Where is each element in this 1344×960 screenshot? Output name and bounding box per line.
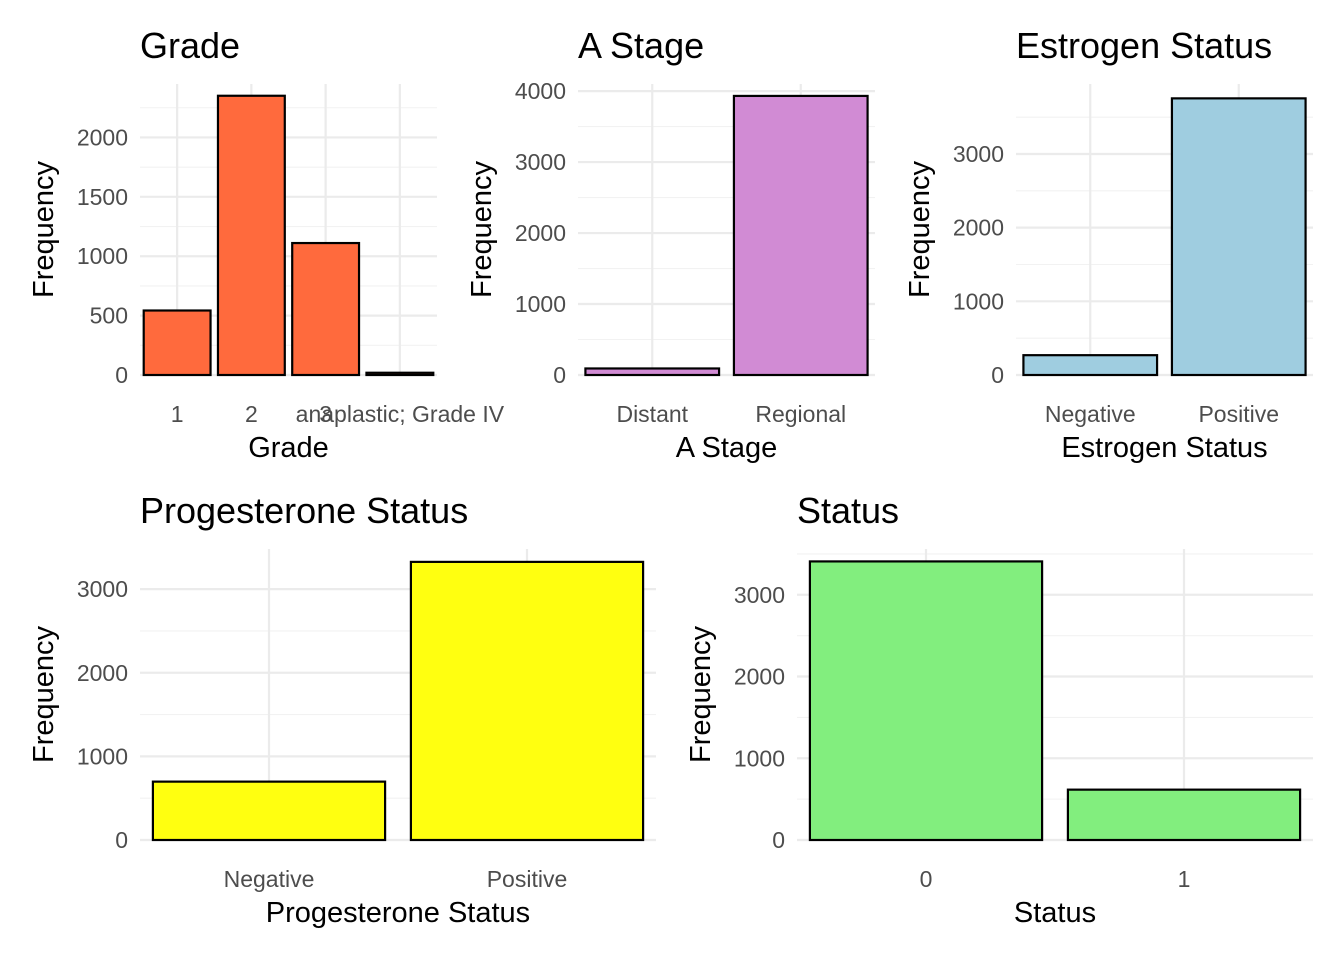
y-tick-label: 2000 bbox=[734, 664, 785, 690]
y-tick-label: 2000 bbox=[77, 660, 128, 686]
bar-progesterone-status-0 bbox=[151, 780, 387, 842]
bar-estrogen-status-1 bbox=[1170, 97, 1307, 377]
y-tick-label: 2000 bbox=[953, 215, 1004, 241]
y-tick-label: 2000 bbox=[515, 220, 566, 246]
panel-progesterone-status: 0 1000 2000 3000 Negative Positive Progesteron… bbox=[28, 490, 656, 929]
panel-title: Progesterone Status bbox=[140, 490, 468, 531]
y-tick-label: 0 bbox=[991, 362, 1004, 388]
y-tick-label: 0 bbox=[115, 827, 128, 853]
x-tick-label: 0 bbox=[920, 866, 933, 892]
panel-title: Status bbox=[797, 490, 899, 531]
y-tick-label: 3000 bbox=[734, 582, 785, 608]
bar-grade-3 bbox=[365, 371, 435, 377]
x-tick-label: Positive bbox=[487, 866, 568, 892]
y-axis-title: Frequency bbox=[904, 160, 936, 298]
x-axis-title: Progesterone Status bbox=[266, 897, 530, 929]
y-tick-label: 3000 bbox=[515, 149, 566, 175]
y-tick-label: 1500 bbox=[77, 184, 128, 210]
x-tick-label: Positive bbox=[1198, 401, 1279, 427]
x-tick-label: 1 bbox=[1178, 866, 1191, 892]
y-tick-label: 4000 bbox=[515, 78, 566, 104]
y-tick-label: 2000 bbox=[77, 124, 128, 150]
bar-grade-2 bbox=[291, 241, 361, 377]
panel-title: A Stage bbox=[578, 25, 704, 66]
y-tick-label: 1000 bbox=[953, 288, 1004, 314]
y-axis-title: Frequency bbox=[28, 160, 60, 298]
x-axis-title: Grade bbox=[248, 432, 329, 464]
x-tick-label: 2 bbox=[245, 401, 258, 427]
x-axis-title: A Stage bbox=[676, 432, 778, 464]
y-tick-label: 1000 bbox=[734, 745, 785, 771]
y-tick-label: 1000 bbox=[515, 291, 566, 317]
panel-title: Grade bbox=[140, 25, 240, 66]
x-tick-label: Regional bbox=[755, 401, 846, 427]
y-tick-label: 0 bbox=[115, 362, 128, 388]
x-axis-title: Estrogen Status bbox=[1061, 432, 1267, 464]
bar-grade-0 bbox=[142, 309, 212, 377]
x-tick-label: Negative bbox=[1045, 401, 1136, 427]
y-tick-label: 3000 bbox=[77, 576, 128, 602]
panel-estrogen-status: 0 1000 2000 3000 Negative Positive Estrogen St… bbox=[904, 25, 1313, 464]
panel-a-stage: 0 1000 2000 3000 4000 Distant Regional A Stage A… bbox=[466, 25, 875, 464]
x-tick-label: 1 bbox=[171, 401, 184, 427]
x-tick-label: anaplastic; Grade IV bbox=[296, 401, 505, 427]
x-tick-label: Negative bbox=[224, 866, 315, 892]
bar-a-stage-1 bbox=[732, 94, 869, 377]
y-axis-title: Frequency bbox=[28, 625, 60, 763]
y-tick-label: 1000 bbox=[77, 243, 128, 269]
y-tick-label: 0 bbox=[772, 827, 785, 853]
bar-status-0 bbox=[808, 560, 1044, 842]
y-tick-label: 0 bbox=[553, 362, 566, 388]
y-tick-label: 3000 bbox=[953, 141, 1004, 167]
panel-status: 0 1000 2000 3000 0 1 Status Status Frequency bbox=[685, 490, 1313, 929]
bar-status-1 bbox=[1066, 788, 1302, 842]
bar-progesterone-status-1 bbox=[409, 560, 645, 842]
y-axis-title: Frequency bbox=[685, 625, 717, 763]
y-tick-label: 500 bbox=[90, 303, 128, 329]
panel-title: Estrogen Status bbox=[1016, 25, 1272, 66]
bar-estrogen-status-0 bbox=[1022, 354, 1159, 377]
x-tick-label: 3 bbox=[319, 401, 332, 427]
x-tick-label: Distant bbox=[616, 401, 688, 427]
x-axis-title: Status bbox=[1014, 897, 1096, 929]
bar-a-stage-0 bbox=[584, 367, 721, 377]
y-axis-title: Frequency bbox=[466, 160, 498, 298]
y-tick-label: 1000 bbox=[77, 743, 128, 769]
bar-grade-1 bbox=[216, 94, 286, 377]
